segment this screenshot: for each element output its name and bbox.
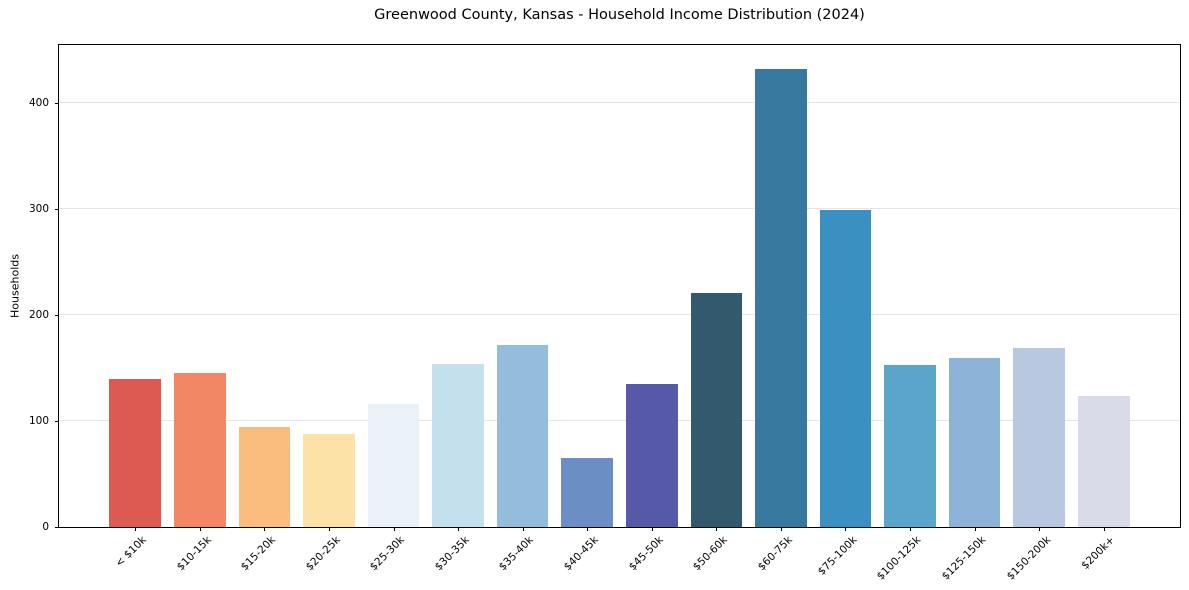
bar-slot-13 [942,45,1007,527]
bar-$50-60k [690,292,743,527]
bar-slot-1 [168,45,233,527]
gridline-100 [59,420,1180,422]
x-tick-label-10: $60-75k [755,534,795,574]
bar-slot-6 [490,45,555,527]
chart-title: Greenwood County, Kansas - Household Inc… [374,7,865,23]
gridline-400 [59,102,1180,104]
x-tick-label-5: $30-35k [432,534,472,574]
x-tick-label-7: $40-45k [561,534,601,574]
x-tick-label-13: $125-150k [939,534,989,583]
bar-$60-75k [755,69,807,527]
bar-$200k+ [1077,395,1130,527]
x-tick-mark-15 [1103,527,1105,531]
bar-< $10k [109,378,162,527]
x-tick-mark-9 [716,527,718,531]
bar-slot-12 [878,45,943,527]
x-tick-mark-11 [845,527,847,531]
bar-$20-25k [303,433,355,527]
x-tick-label-3: $20-25k [303,534,343,574]
bar-slot-7 [555,45,620,527]
bar-slot-14 [1007,45,1072,527]
gridline-200 [59,314,1180,316]
bar-$150-200k [1013,347,1065,527]
x-tick-mark-14 [1039,527,1041,531]
x-tick-label-1: $10-15k [174,534,214,574]
x-tick-mark-13 [974,527,976,531]
x-tick-label-0: < $10k [113,534,149,570]
bar-$75-100k [819,210,872,527]
bar-slot-11 [813,45,878,527]
y-tick-mark-0 [55,527,59,528]
bar-slot-2 [232,45,297,527]
x-tick-mark-12 [910,527,912,531]
x-tick-mark-10 [780,527,782,531]
bar-$10-15k [174,373,226,527]
x-tick-label-2: $15-20k [238,534,278,574]
x-tick-mark-5 [458,527,460,531]
bar-$25-30k [367,404,420,527]
y-tick-mark-400 [55,103,59,105]
bar-slot-0 [103,45,168,527]
x-tick-label-9: $50-60k [690,534,730,574]
x-tick-mark-6 [522,527,524,531]
x-tick-label-14: $150-200k [1004,534,1053,583]
bar-$40-45k [561,458,614,527]
x-tick-mark-0 [135,527,137,531]
bars-container [59,45,1180,527]
bar-$100-125k [884,364,936,527]
x-tick-label-4: $25-30k [367,534,408,574]
bar-$45-50k [625,384,678,527]
y-tick-mark-200 [55,315,59,317]
x-tick-mark-4 [393,527,395,531]
y-tick-label-200: 200 [28,308,49,321]
x-tick-mark-7 [587,527,589,531]
bar-slot-5 [426,45,491,527]
y-tick-label-0: 0 [42,520,49,533]
bar-slot-4 [361,45,426,527]
bar-$35-40k [496,344,549,527]
bar-$30-35k [432,363,484,527]
x-tick-label-8: $45-50k [626,534,666,574]
bar-slot-3 [297,45,362,527]
bar-slot-10 [749,45,814,527]
y-tick-mark-100 [55,421,59,423]
bar-slot-15 [1071,45,1136,527]
x-tick-label-11: $75-100k [815,534,859,578]
y-tick-label-400: 400 [28,96,49,109]
x-tick-label-15: $200k+ [1079,534,1118,572]
bar-$15-20k [238,427,291,527]
x-tick-label-6: $35-40k [497,534,537,574]
gridline-300 [59,208,1180,210]
x-tick-mark-3 [328,527,330,531]
x-tick-mark-1 [199,527,201,531]
plot-area [58,44,1181,528]
bar-slot-8 [620,45,685,527]
x-tick-mark-2 [264,527,266,531]
y-tick-label-100: 100 [28,414,49,427]
x-tick-mark-8 [651,527,653,531]
bar-slot-9 [684,45,749,527]
x-tick-label-12: $100-125k [874,534,924,583]
bar-$125-150k [948,357,1001,527]
y-tick-label-300: 300 [28,202,49,215]
y-tick-mark-300 [55,209,59,211]
